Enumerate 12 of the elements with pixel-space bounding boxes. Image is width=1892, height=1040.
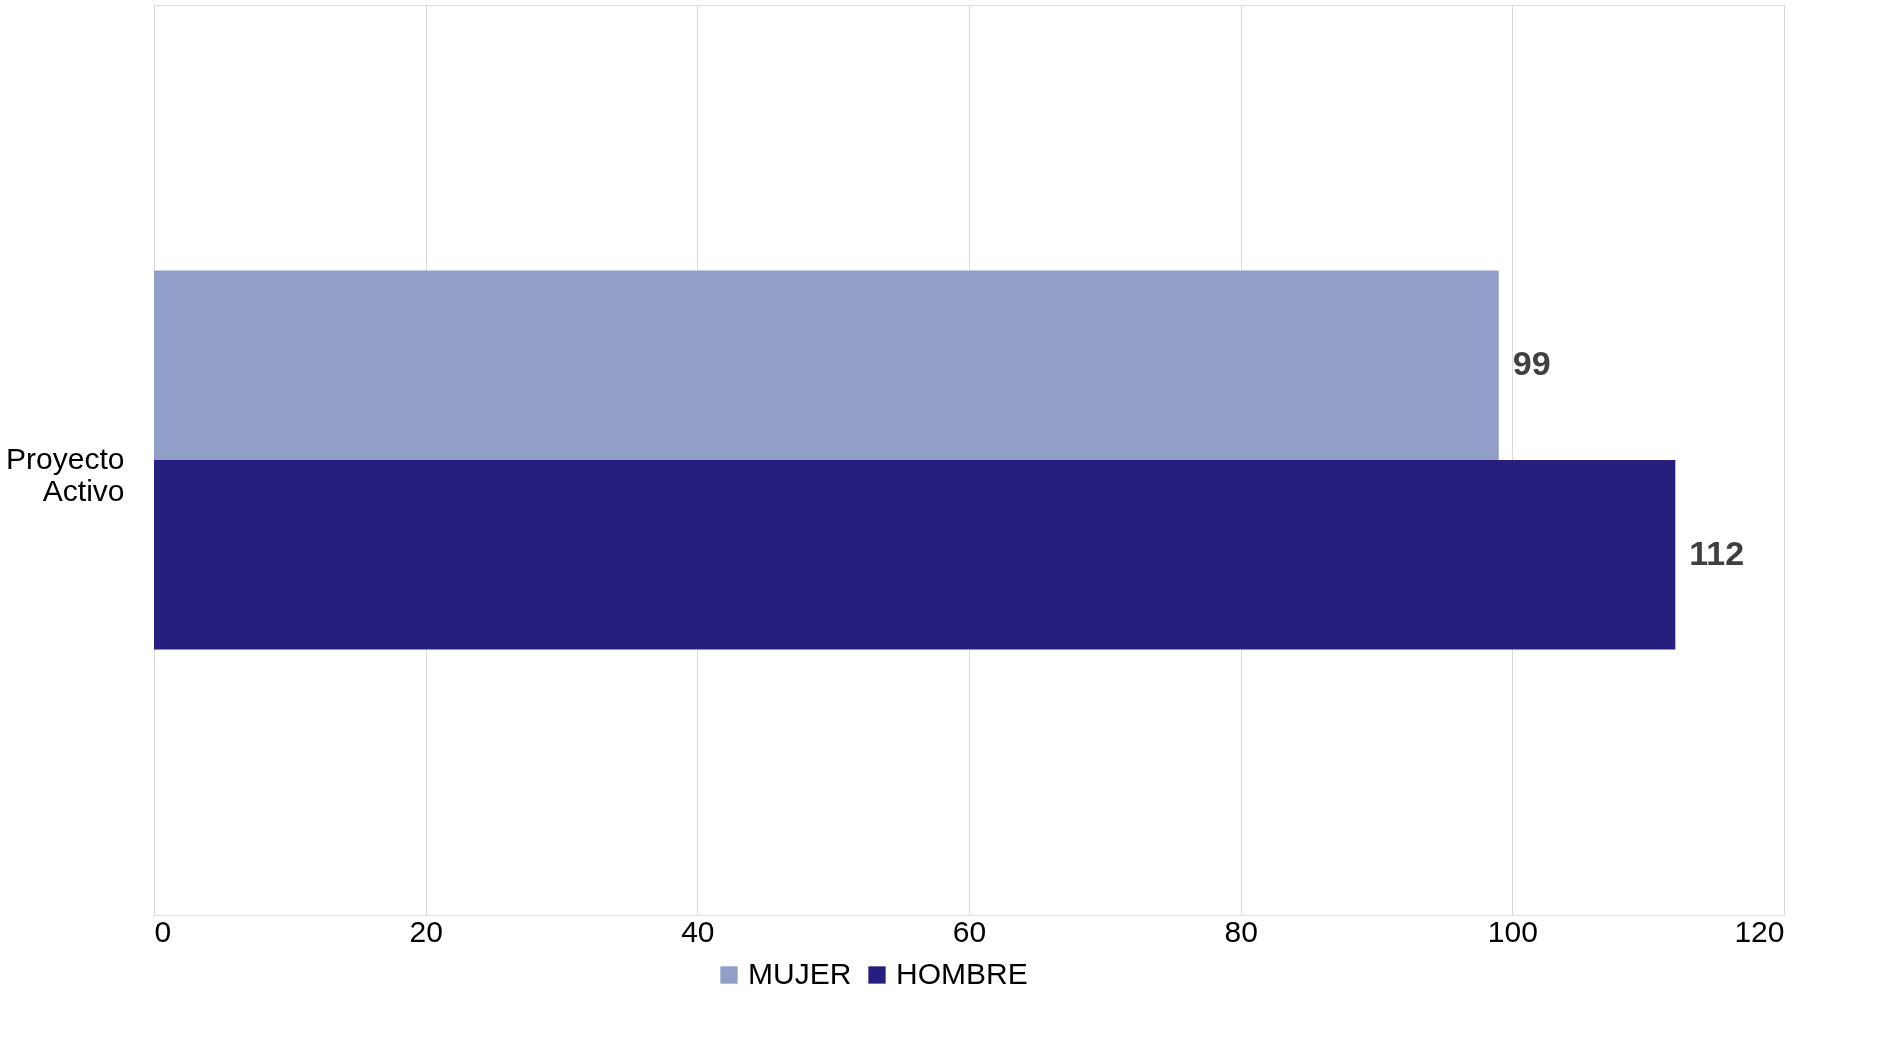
x-tick-label: 60 <box>952 914 987 948</box>
x-tick-label: 80 <box>1224 914 1258 948</box>
x-tick-label: 20 <box>409 914 443 948</box>
legend-label: HOMBRE <box>896 957 1028 990</box>
data-label: 112 <box>1689 533 1745 572</box>
x-tick-label: 120 <box>1734 914 1785 948</box>
x-tick-label: 0 <box>154 914 172 948</box>
x-tick-label: 100 <box>1487 914 1538 948</box>
legend-label: MUJER <box>748 957 852 990</box>
y-tick-label: Proyecto Activo <box>6 442 125 507</box>
data-label: 99 <box>1512 344 1551 383</box>
x-tick-label: 40 <box>681 914 715 948</box>
